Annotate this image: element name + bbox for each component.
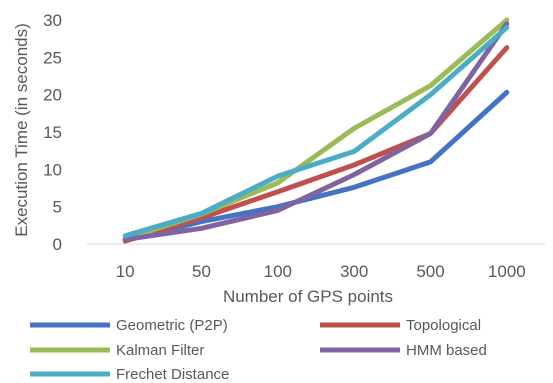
legend-label: Topological [406,317,481,334]
series-line [122,17,510,242]
x-tick-label: 100 [264,262,292,281]
x-tick-label: 1000 [488,262,526,281]
x-tick-label: 300 [340,262,368,281]
series-lines [122,17,510,244]
x-axis-ticks: 10 50 100 300 500 1000 [116,262,526,281]
x-tick-label: 500 [416,262,444,281]
legend-label: Geometric (P2P) [116,317,228,334]
y-tick-label: 15 [43,123,62,142]
x-tick-label: 10 [116,262,135,281]
x-tick-label: 50 [192,262,211,281]
series-line [122,25,510,239]
series-line [122,21,510,242]
y-axis-title: Execution Time (in seconds) [12,23,31,237]
series-line [122,89,510,243]
y-tick-label: 5 [53,198,62,217]
y-tick-label: 10 [43,160,62,179]
legend-label: Frechet Distance [116,366,229,383]
y-tick-label: 30 [43,11,62,30]
y-tick-label: 25 [43,48,62,67]
y-tick-label: 20 [43,86,62,105]
legend: Geometric (P2P) Topological Kalman Filter H… [30,317,487,383]
y-tick-label: 0 [53,235,62,254]
y-axis-ticks: 0 5 10 15 20 25 30 [43,11,62,254]
legend-label: HMM based [406,342,487,359]
x-axis-title: Number of GPS points [223,287,393,306]
legend-label: Kalman Filter [116,342,204,359]
